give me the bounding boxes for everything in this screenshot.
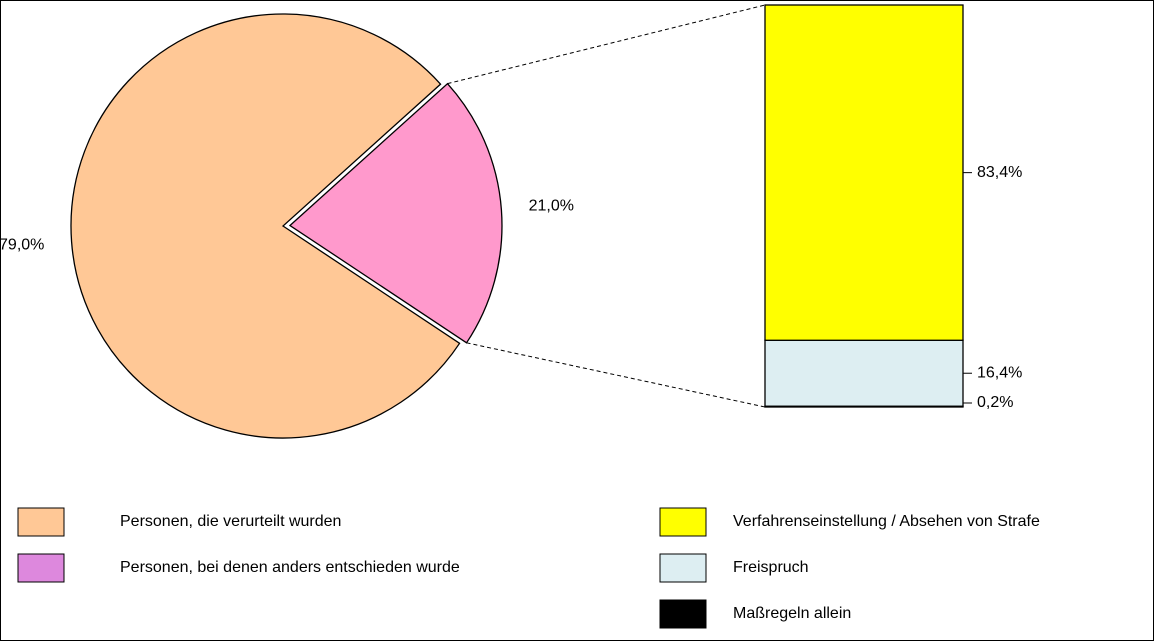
pie-value-label: 21,0% — [529, 198, 574, 215]
legend-label: Personen, die verurteilt wurden — [120, 513, 341, 530]
legend-swatch — [17, 553, 65, 583]
legend-label: Maßregeln allein — [733, 605, 851, 622]
bar-value-label: 83,4% — [977, 164, 1022, 181]
legend-label: Verfahrenseinstellung / Absehen von Stra… — [733, 513, 1040, 530]
legend-swatch — [659, 599, 707, 629]
connector — [466, 342, 766, 408]
pie-slice — [70, 13, 461, 439]
bar-segment — [764, 339, 964, 407]
bar-segment — [764, 4, 964, 341]
legend-swatch — [17, 507, 65, 537]
legend-swatch — [659, 507, 707, 537]
legend-label: Personen, bei denen anders entschieden w… — [120, 559, 460, 576]
pie-slice — [288, 82, 503, 344]
connector — [447, 4, 766, 85]
bar-value-label: 0,2% — [977, 394, 1013, 411]
bar-value-label: 16,4% — [977, 364, 1022, 381]
pie-value-label: 79,0% — [0, 236, 44, 253]
legend-swatch — [659, 553, 707, 583]
legend-label: Freispruch — [733, 559, 809, 576]
